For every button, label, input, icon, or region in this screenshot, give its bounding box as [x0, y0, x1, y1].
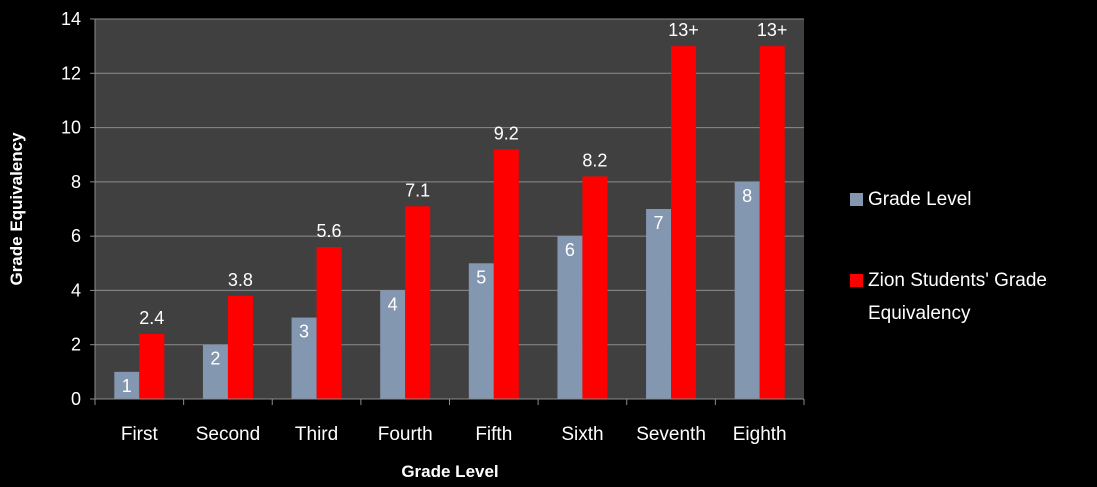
bar-grade-level-third — [291, 317, 317, 399]
y-tick-label-6: 6 — [71, 226, 81, 246]
y-axis-title: Grade Equivalency — [7, 132, 26, 286]
data-label-zion-seventh: 13+ — [668, 20, 699, 40]
legend-label-1-0: Zion Students' Grade — [868, 270, 1047, 291]
legend-label-1-1: Equivalency — [868, 303, 971, 324]
y-tick-label-0: 0 — [71, 389, 81, 409]
bar-grade-level-fourth — [380, 290, 406, 399]
bar-zion-sixth — [582, 176, 608, 399]
x-tick-label-fourth: Fourth — [378, 424, 433, 445]
y-tick-label-2: 2 — [71, 335, 81, 355]
data-label-grade-level-sixth: 6 — [565, 240, 575, 260]
data-label-zion-sixth: 8.2 — [582, 150, 607, 170]
bars — [114, 46, 785, 400]
legend-label-0-0: Grade Level — [868, 189, 972, 210]
bar-grade-level-seventh — [646, 209, 672, 399]
data-label-zion-fourth: 7.1 — [405, 180, 430, 200]
bar-zion-fourth — [405, 206, 431, 399]
bar-zion-seventh — [671, 46, 697, 400]
bar-grade-level-second — [202, 344, 228, 399]
bar-zion-second — [227, 295, 253, 399]
bar-grade-level-eighth — [734, 181, 760, 399]
y-tick-labels: 0 2 4 6 8 10 12 14 — [61, 9, 81, 409]
data-label-grade-level-seventh: 7 — [654, 213, 664, 233]
x-tick-label-eighth: Eighth — [733, 424, 787, 445]
data-label-zion-eighth: 13+ — [757, 20, 788, 40]
data-label-grade-level-first: 1 — [122, 376, 132, 396]
x-axis-title: Grade Level — [401, 462, 498, 481]
legend: Grade Level Zion Students' Grade Equivalen… — [850, 189, 1047, 324]
data-label-zion-second: 3.8 — [228, 270, 253, 290]
data-label-zion-first: 2.4 — [139, 308, 164, 328]
data-label-grade-level-eighth: 8 — [742, 186, 752, 206]
data-label-zion-third: 5.6 — [317, 221, 342, 241]
bar-zion-first — [139, 333, 165, 399]
axes — [90, 18, 805, 405]
bar-zion-third — [316, 247, 342, 399]
x-tick-label-first: First — [121, 424, 159, 445]
y-tick-label-8: 8 — [71, 172, 81, 192]
y-tick-label-10: 10 — [61, 118, 81, 138]
bar-grade-level-first — [114, 371, 140, 399]
data-label-grade-level-fifth: 5 — [476, 267, 486, 287]
legend-swatch-1 — [850, 274, 863, 287]
y-tick-label-14: 14 — [61, 9, 81, 29]
y-tick-label-12: 12 — [61, 63, 81, 83]
x-tick-labels: First Second Third Fourth Fifth Sixth Seventh E… — [121, 424, 787, 445]
x-tick-label-second: Second — [196, 424, 260, 445]
data-label-grade-level-second: 2 — [210, 349, 220, 369]
bar-labels: 1 2.4 2 3.8 3 5.6 4 7.1 5 9.2 6 8.2 7 13+ 8 13+ — [122, 20, 788, 396]
y-tick-label-4: 4 — [71, 280, 81, 300]
bar-zion-fifth — [493, 149, 519, 399]
x-tick-label-sixth: Sixth — [561, 424, 603, 445]
x-tick-label-third: Third — [295, 424, 338, 445]
plot-area — [95, 19, 804, 399]
data-label-grade-level-third: 3 — [299, 322, 309, 342]
data-label-grade-level-fourth: 4 — [388, 294, 398, 314]
data-label-zion-fifth: 9.2 — [494, 123, 519, 143]
bar-zion-eighth — [759, 46, 785, 400]
x-tick-label-seventh: Seventh — [636, 424, 706, 445]
bar-grade-level-sixth — [557, 236, 583, 399]
legend-swatch-0 — [850, 193, 863, 206]
x-tick-label-fifth: Fifth — [475, 424, 512, 445]
bar-grade-level-fifth — [468, 263, 494, 399]
